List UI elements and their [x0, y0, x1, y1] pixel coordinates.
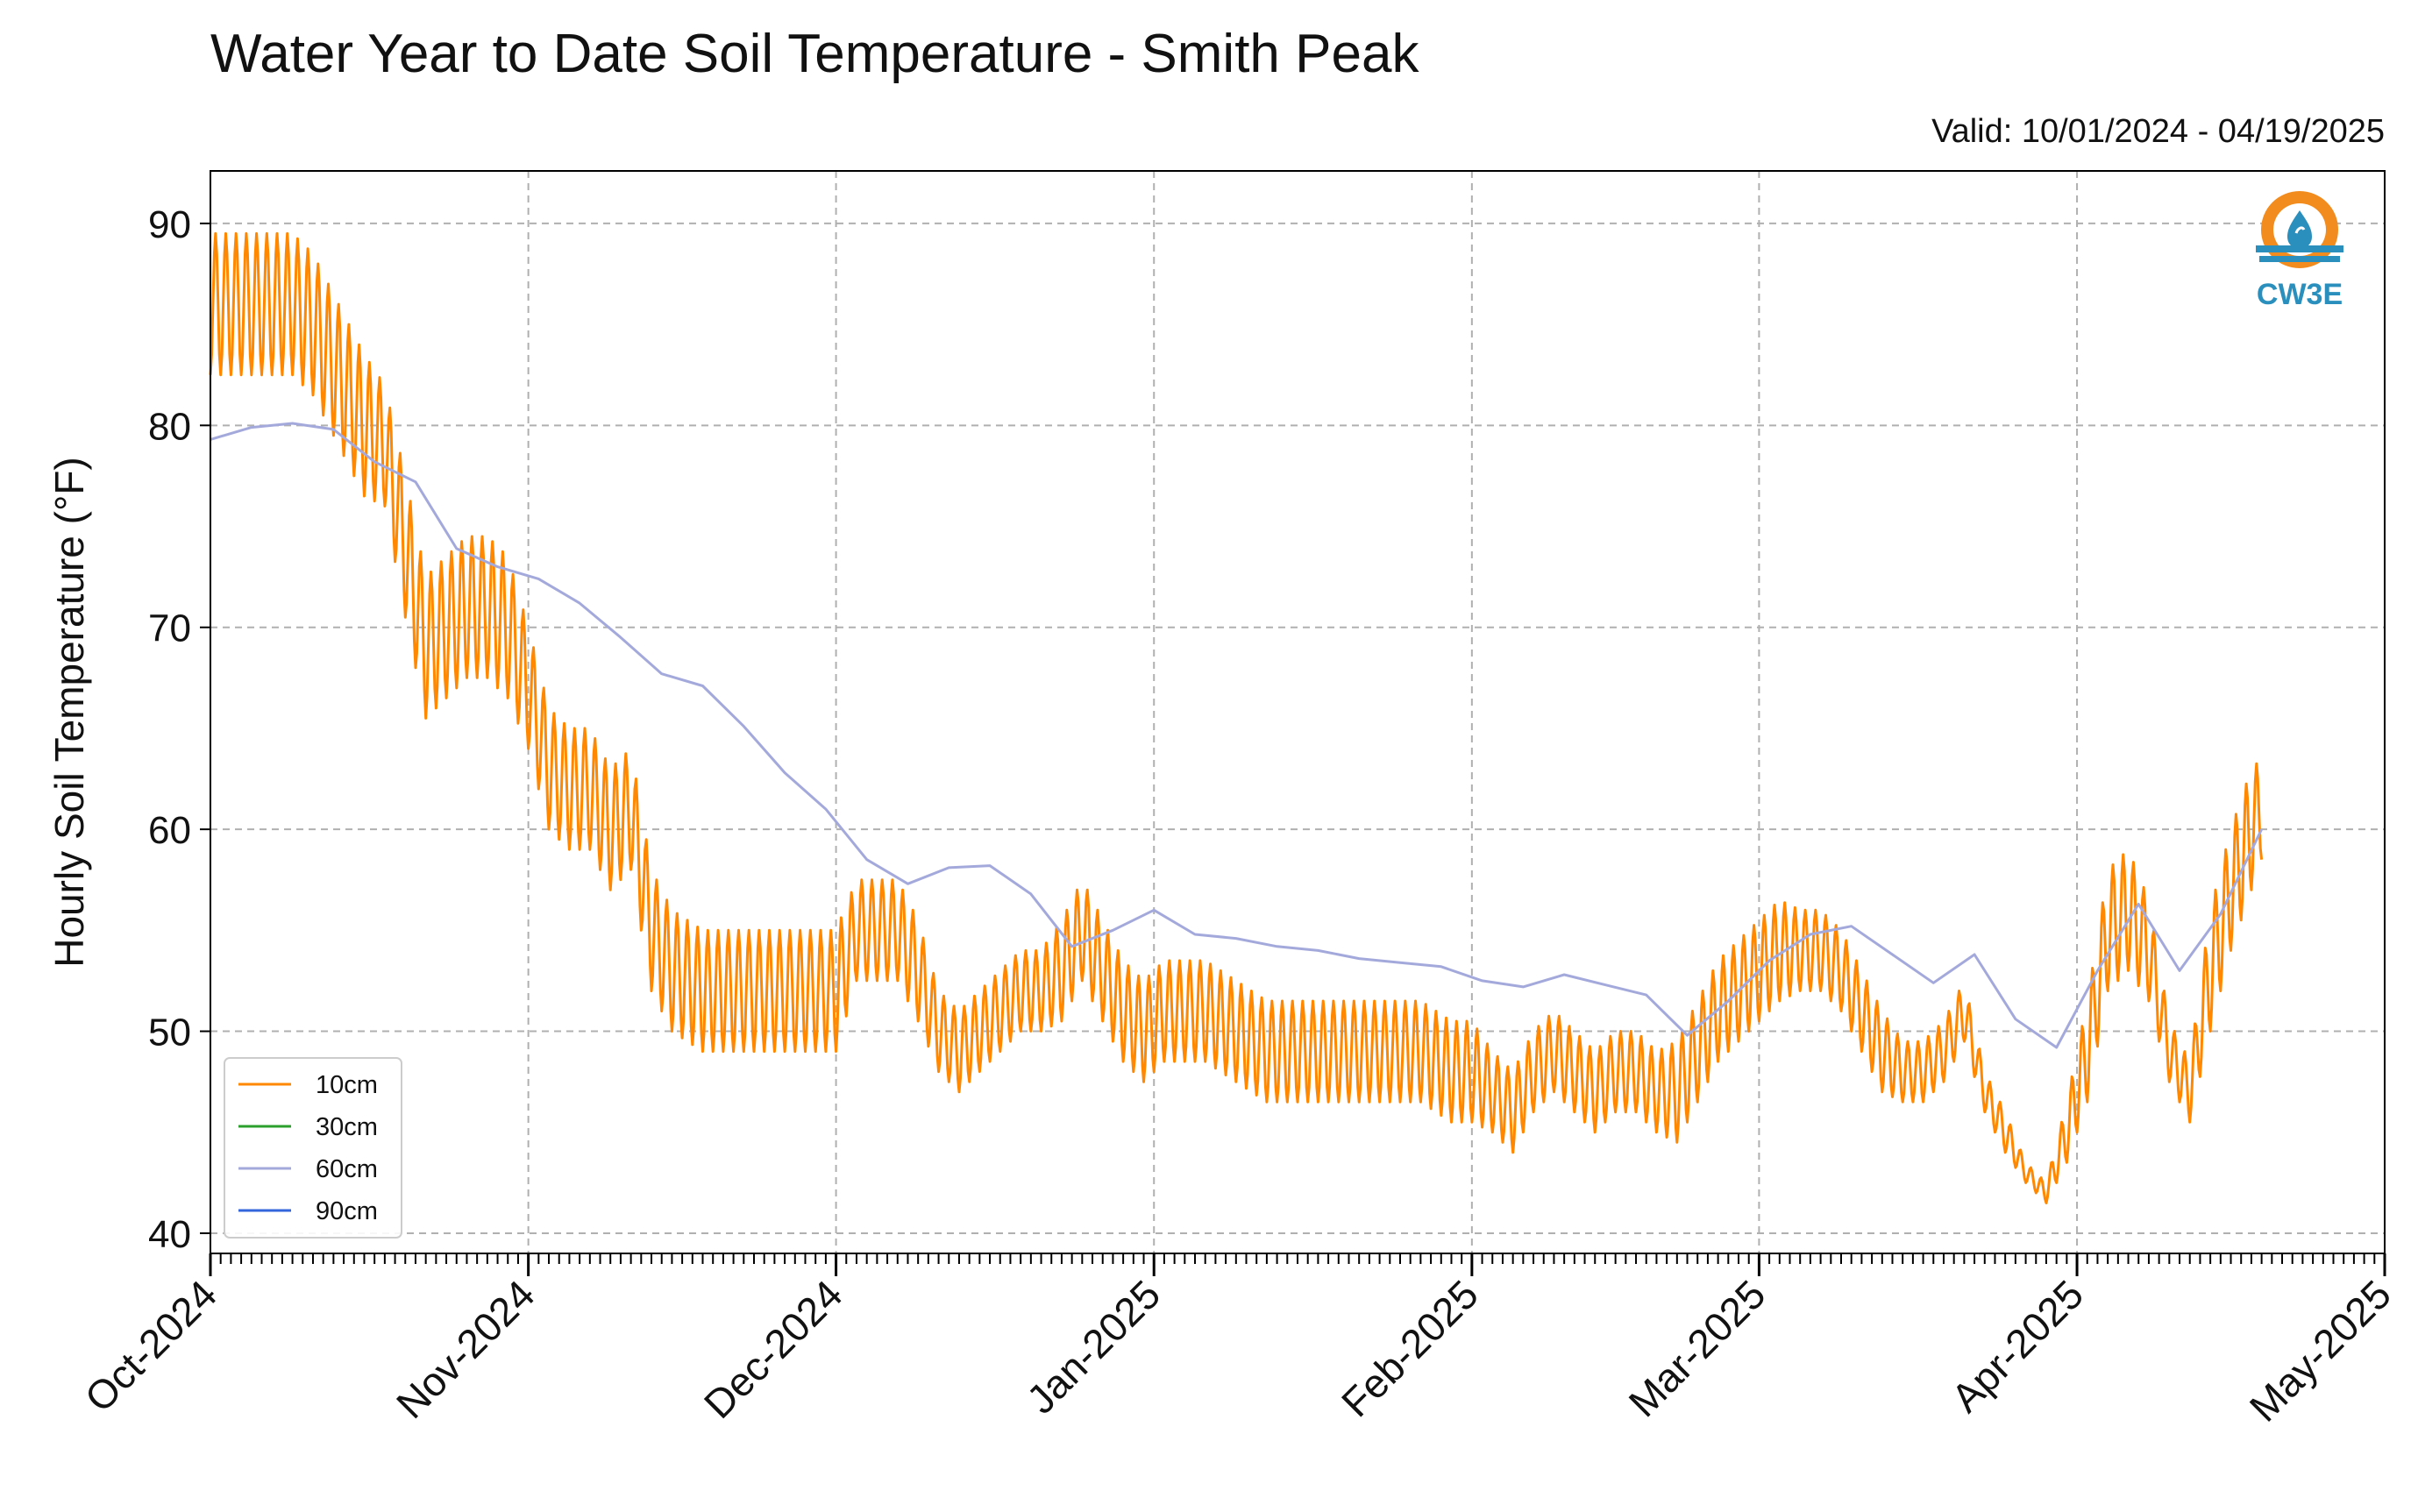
legend-label-10cm: 10cm	[316, 1071, 378, 1099]
legend-label-30cm: 30cm	[316, 1113, 378, 1141]
logo-text: CW3E	[2257, 278, 2343, 311]
y-tick-label: 70	[148, 607, 191, 650]
chart-subtitle: Valid: 10/01/2024 - 04/19/2025	[1931, 113, 2385, 150]
legend-label-90cm: 90cm	[316, 1197, 378, 1225]
cw3e-logo: CW3E	[2256, 191, 2343, 311]
y-axis-label: Hourly Soil Temperature (°F)	[46, 457, 92, 968]
legend-label-60cm: 60cm	[316, 1155, 378, 1183]
y-tick-label: 90	[148, 203, 191, 246]
legend-box	[224, 1057, 402, 1239]
legend: 10cm 30cm 60cm 90cm	[224, 1057, 402, 1239]
y-tick-label: 80	[148, 405, 191, 448]
y-tick-labels: 40 50 60 70 80 90	[148, 203, 191, 1256]
y-tick-label: 50	[148, 1012, 191, 1054]
grid	[210, 171, 2386, 1253]
series-line-60cm	[210, 422, 2263, 1049]
chart-title: Water Year to Date Soil Temperature - Sm…	[210, 24, 1419, 84]
y-tick-label: 60	[148, 809, 191, 852]
axes	[200, 170, 2386, 1276]
series-line-10cm	[209, 231, 2264, 1204]
series-layer	[209, 231, 2264, 1204]
y-tick-label: 40	[148, 1213, 191, 1256]
